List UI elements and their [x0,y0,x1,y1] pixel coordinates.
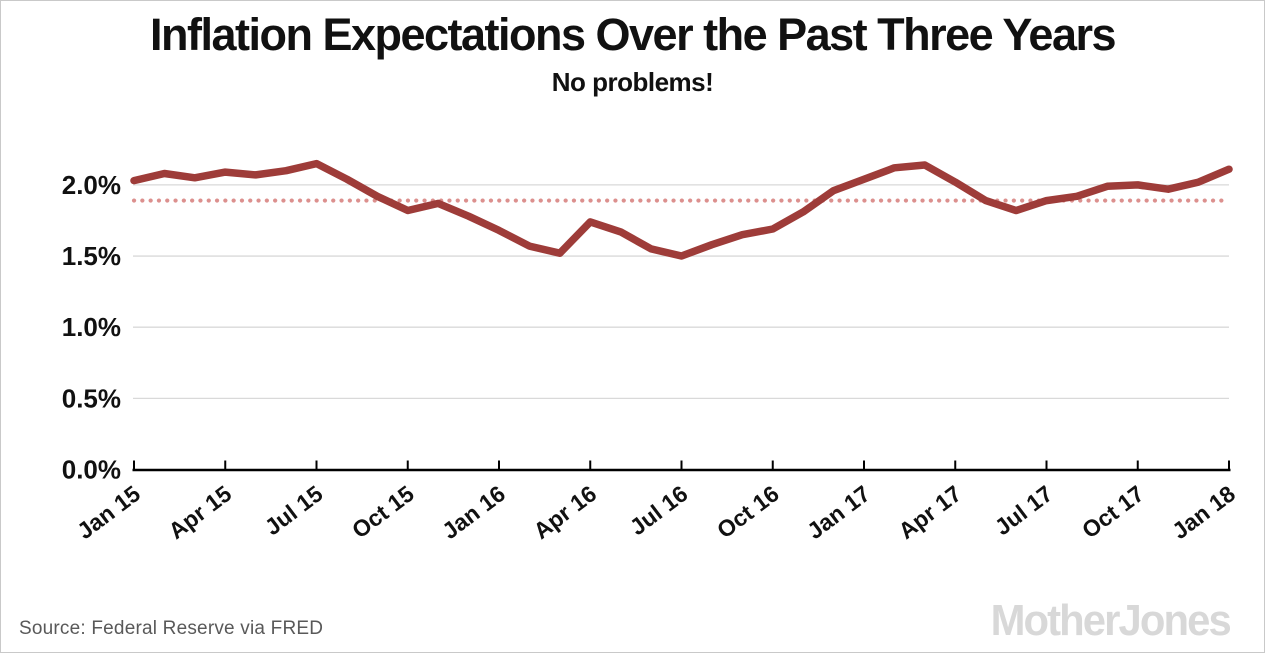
x-tick-label: Oct 17 [1077,480,1149,543]
x-tick-label: Apr 17 [893,480,966,544]
x-tick-label: Jul 17 [990,480,1058,540]
x-tick-label: Jul 15 [260,480,328,540]
x-tick-label: Jan 15 [72,480,145,544]
y-tick-label: 0.0% [62,455,121,485]
chart-subtitle: No problems! [551,67,714,97]
chart-title: Inflation Expectations Over the Past Thr… [149,9,1117,60]
inflation-line [130,159,1233,260]
x-tick-label: Jan 18 [1167,480,1240,544]
x-tick-label: Apr 16 [528,480,601,544]
motherjones-logo: MotherJones [990,596,1232,645]
x-tick-label: Jan 16 [437,480,510,544]
x-tick-label: Jul 16 [625,480,693,540]
x-tick-label: Oct 16 [712,480,784,543]
x-tick-label: Oct 15 [347,480,419,543]
source-note: Source: Federal Reserve via FRED [19,618,324,639]
y-tick-label: 1.5% [62,241,121,271]
y-tick-label: 0.5% [62,383,121,413]
y-tick-label: 2.0% [62,170,121,200]
x-tick-label: Apr 15 [163,480,236,544]
x-tick-label: Jan 17 [802,480,875,544]
y-tick-label: 1.0% [62,312,121,342]
